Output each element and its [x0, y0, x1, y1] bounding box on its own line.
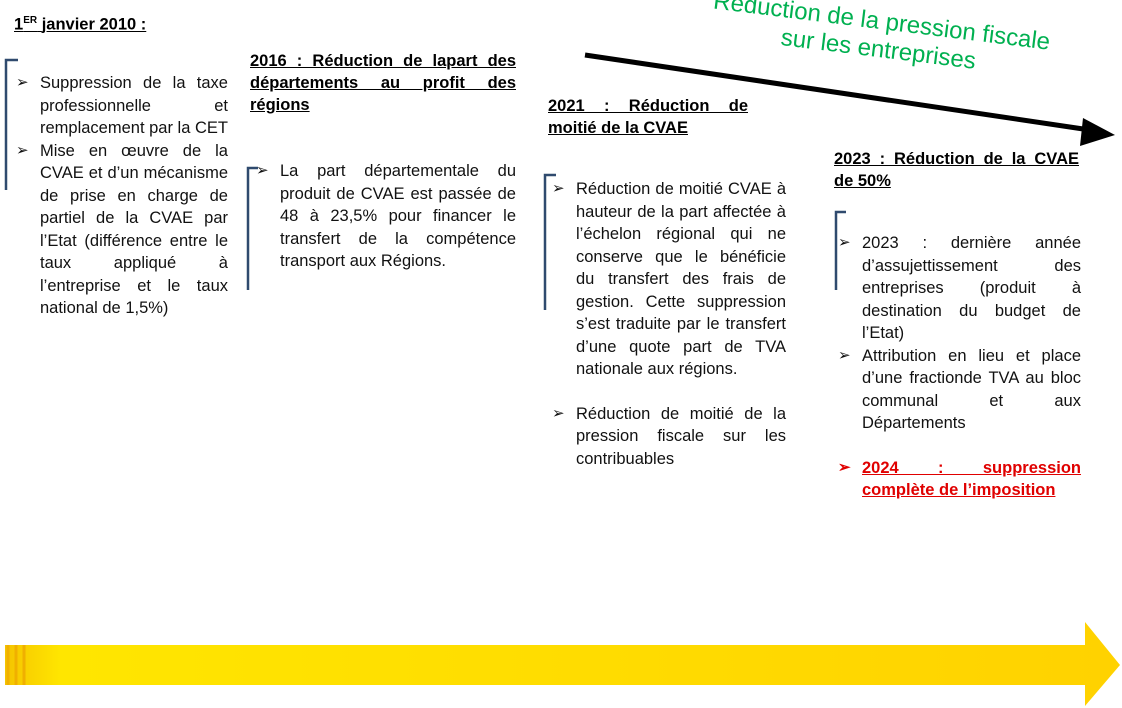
column: 2023 : dernière année d’assujettissement…	[838, 232, 1081, 502]
heading-sup: ER	[23, 15, 38, 26]
bullet: Mise en œuvre de la CVAE et d’un mécanis…	[16, 140, 228, 320]
heading: 2021 : Réduction de moitié de la CVAE	[548, 97, 748, 137]
column: La part départementale du produit de CVA…	[256, 160, 516, 273]
heading-part: 1	[14, 15, 24, 34]
bullet: Suppression de la taxe professionnelle e…	[16, 72, 228, 140]
bullet: 2023 : dernière année d’assujettissement…	[838, 232, 1081, 345]
column: Réduction de moitié CVAE à hauteur de la…	[552, 178, 786, 470]
heading: 2023 : Réduction de la CVAE de 50%	[834, 150, 1079, 190]
bullet: 2024 : suppression complète de l’imposit…	[838, 457, 1081, 502]
bullet: Réduction de moitié de la pression fisca…	[552, 403, 786, 471]
heading: 1ER janvier 2010 :	[14, 10, 234, 36]
heading: 2016 : Réduction de lapart des départeme…	[250, 52, 516, 114]
bullet: Attribution en lieu et place d’une fract…	[838, 345, 1081, 435]
trend-arrow-head	[1080, 118, 1115, 146]
heading-part: janvier 2010 :	[41, 15, 147, 34]
brackets	[4, 58, 846, 310]
trend-arrow-line	[584, 52, 1091, 133]
timeline-arrow	[5, 622, 1120, 706]
column: Suppression de la taxe professionnelle e…	[16, 72, 228, 320]
bullet: La part départementale du produit de CVA…	[256, 160, 516, 273]
bullet: Réduction de moitié CVAE à hauteur de la…	[552, 178, 786, 381]
stripes	[6, 645, 26, 685]
